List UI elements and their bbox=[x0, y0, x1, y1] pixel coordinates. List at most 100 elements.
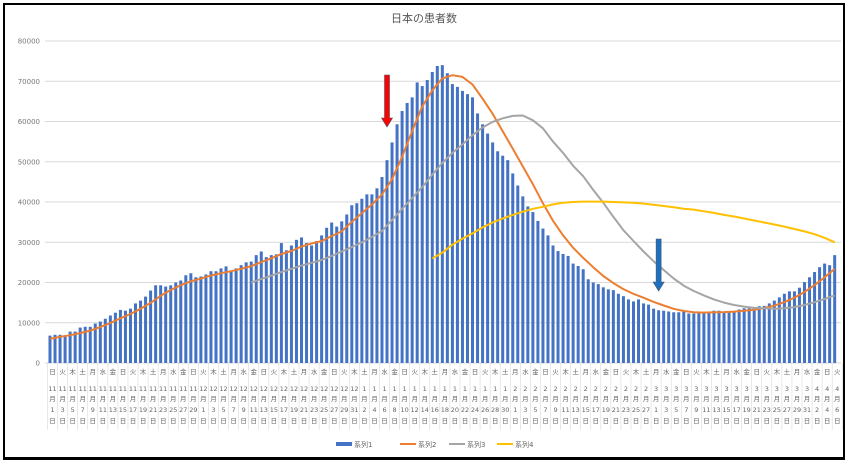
x-label-dsuf: 日 bbox=[764, 417, 771, 425]
bar bbox=[752, 307, 756, 363]
x-axis-label: 火 3 月 9 日 bbox=[693, 368, 700, 425]
x-label-weekday: 木 bbox=[69, 367, 76, 376]
x-label-day: 9 bbox=[553, 406, 557, 414]
x-label-month: 3 bbox=[694, 385, 698, 393]
x-label-month: 11 bbox=[149, 385, 157, 393]
x-label-weekday: 木 bbox=[210, 367, 217, 376]
x-label-month: 3 bbox=[765, 385, 769, 393]
x-label-msuf: 月 bbox=[693, 395, 700, 403]
bar bbox=[767, 303, 771, 363]
x-label-msuf: 月 bbox=[482, 395, 489, 403]
x-label-msuf: 月 bbox=[774, 395, 781, 403]
x-label-weekday: 月 bbox=[582, 368, 589, 376]
x-label-weekday: 土 bbox=[784, 367, 791, 376]
bar bbox=[365, 194, 369, 363]
x-axis-label: 水 3 月 3 日 bbox=[663, 367, 670, 425]
x-axis-label: 火 1 月 26 日 bbox=[481, 368, 489, 425]
x-label-dsuf: 日 bbox=[422, 417, 429, 425]
x-label-month: 2 bbox=[523, 385, 527, 393]
bar bbox=[486, 133, 490, 363]
y-axis-ticks: 0 10000 20000 30000 40000 50000 60000 70000 8000… bbox=[18, 38, 40, 368]
x-axis-label: 金 11 月 27 日 bbox=[179, 367, 187, 425]
x-label-month: 4 bbox=[815, 385, 819, 393]
x-axis-label: 木 1 月 28 日 bbox=[491, 367, 499, 425]
x-axis-label: 日 12 月 13 日 bbox=[260, 368, 268, 425]
x-label-dsuf: 日 bbox=[59, 417, 66, 425]
bar bbox=[531, 212, 535, 363]
x-label-month: 1 bbox=[423, 385, 427, 393]
x-label-msuf: 月 bbox=[673, 395, 680, 403]
x-label-day: 13 bbox=[712, 406, 720, 414]
x-label-dsuf: 日 bbox=[411, 417, 418, 425]
x-axis-label: 日 11 月 29 日 bbox=[189, 368, 197, 425]
x-label-msuf: 月 bbox=[492, 395, 499, 403]
bar bbox=[556, 251, 560, 363]
x-label-dsuf: 日 bbox=[442, 417, 449, 425]
bar bbox=[108, 315, 112, 363]
x-label-month: 12 bbox=[250, 385, 258, 393]
x-label-msuf: 月 bbox=[331, 395, 338, 403]
bar bbox=[405, 102, 409, 364]
x-axis-label: 土 2 月 13 日 bbox=[572, 367, 580, 425]
x-label-msuf: 月 bbox=[562, 395, 569, 403]
x-label-weekday: 土 bbox=[432, 367, 439, 376]
bar bbox=[174, 282, 178, 363]
x-label-month: 4 bbox=[825, 385, 829, 393]
x-axis-label: 月 1 月 18 日 bbox=[441, 368, 449, 425]
x-label-msuf: 月 bbox=[462, 395, 469, 403]
x-label-msuf: 月 bbox=[733, 395, 740, 403]
x-label-day: 7 bbox=[81, 406, 85, 414]
x-label-weekday: 水 bbox=[663, 367, 670, 376]
bar bbox=[355, 203, 359, 363]
x-label-month: 2 bbox=[614, 385, 618, 393]
bar bbox=[702, 312, 706, 363]
bar bbox=[506, 160, 510, 363]
bar bbox=[169, 285, 173, 363]
x-label-msuf: 月 bbox=[210, 395, 217, 403]
x-label-month: 12 bbox=[260, 385, 268, 393]
x-label-weekday: 火 bbox=[411, 368, 418, 376]
bar bbox=[435, 65, 439, 363]
x-axis-label: 木 3 月 25 日 bbox=[773, 367, 781, 425]
x-axis-label: 月 1 月 4 日 bbox=[371, 368, 378, 425]
x-label-msuf: 月 bbox=[140, 395, 147, 403]
y-tick-label: 20000 bbox=[18, 279, 40, 287]
x-label-day: 11 bbox=[250, 406, 258, 414]
line-4 bbox=[431, 200, 836, 260]
x-label-day: 25 bbox=[320, 406, 328, 414]
bar bbox=[561, 253, 565, 363]
x-label-month: 11 bbox=[69, 385, 77, 393]
x-label-month: 1 bbox=[403, 385, 407, 393]
bar bbox=[279, 243, 283, 363]
bar bbox=[204, 274, 208, 363]
x-label-month: 12 bbox=[240, 385, 248, 393]
bar bbox=[576, 265, 580, 363]
x-label-dsuf: 日 bbox=[804, 417, 811, 425]
x-label-month: 12 bbox=[199, 385, 207, 393]
x-label-dsuf: 日 bbox=[391, 417, 398, 425]
x-label-day: 27 bbox=[783, 406, 791, 414]
x-label-dsuf: 日 bbox=[351, 417, 358, 425]
bar bbox=[596, 284, 600, 363]
x-label-day: 19 bbox=[139, 406, 147, 414]
y-tick-label: 60000 bbox=[18, 118, 40, 126]
x-label-day: 25 bbox=[169, 406, 177, 414]
x-label-weekday: 木 bbox=[351, 367, 358, 376]
x-label-month: 2 bbox=[644, 385, 648, 393]
x-label-msuf: 月 bbox=[824, 395, 831, 403]
x-label-weekday: 金 bbox=[250, 367, 257, 376]
x-label-weekday: 月 bbox=[442, 368, 449, 376]
x-label-day: 6 bbox=[835, 406, 839, 414]
bar bbox=[586, 279, 590, 363]
x-label-dsuf: 日 bbox=[321, 417, 328, 425]
x-label-month: 12 bbox=[310, 385, 318, 393]
bar bbox=[48, 335, 52, 363]
x-label-weekday: 日 bbox=[49, 368, 56, 376]
x-label-day: 2 bbox=[815, 406, 819, 414]
x-axis-labels: 日11月1日火11月3日木11月5日土11月7日月11月9日水11月11日金11… bbox=[48, 367, 841, 425]
x-label-month: 3 bbox=[654, 385, 658, 393]
x-label-day: 19 bbox=[290, 406, 298, 414]
x-axis-label: 水 2 月 3 日 bbox=[522, 367, 529, 425]
x-label-msuf: 月 bbox=[220, 395, 227, 403]
x-label-day: 3 bbox=[211, 406, 215, 414]
